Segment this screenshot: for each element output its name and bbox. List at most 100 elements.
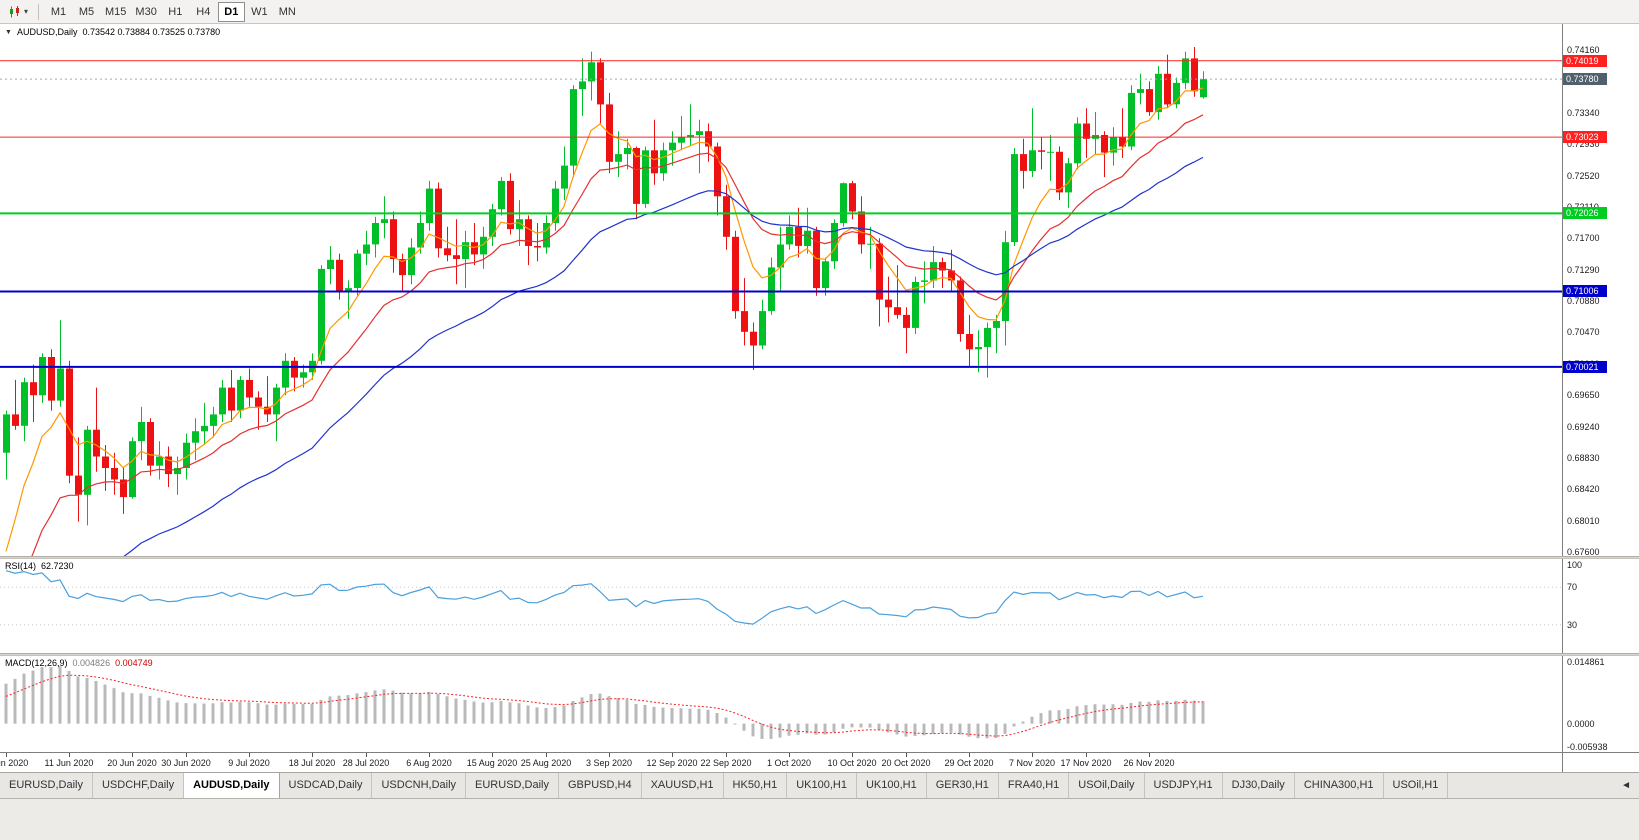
chart-tab-usoil-h1[interactable]: USOil,H1 [1383,773,1449,798]
main-chart-plot[interactable]: ▼ AUDUSD,Daily 0.73542 0.73884 0.73525 0… [0,24,1562,556]
time-axis-label: 2 Jun 2020 [0,758,29,768]
chart-tab-audusd-daily[interactable]: AUDUSD,Daily [184,773,280,798]
time-axis-label: 10 Oct 2020 [827,758,877,768]
rsi-pane: RSI(14) 62.7230 100 70 30 [0,559,1639,653]
time-axis-label: 30 Jun 2020 [161,758,211,768]
hline-price-badge: 0.70021 [1563,360,1607,373]
time-axis-label: 25 Aug 2020 [520,758,572,768]
time-axis-tick [1086,753,1087,757]
time-axis-label: 29 Oct 2020 [944,758,994,768]
time-axis-label: 26 Nov 2020 [1123,758,1175,768]
time-axis-tick [1032,753,1033,757]
time-axis-label: 18 Jul 2020 [288,758,336,768]
axis-tick-label: 0.69240 [1567,421,1600,432]
timeframe-button-m5[interactable]: M5 [78,5,95,18]
chart-tab-eurusd-daily[interactable]: EURUSD,Daily [466,773,559,798]
timeframe-button-mn[interactable]: MN [278,5,296,18]
axis-tick-label: 0.73340 [1567,107,1600,118]
time-axis-label: 22 Sep 2020 [700,758,752,768]
timeframe-button-w1[interactable]: W1 [251,5,268,18]
chart-type-button[interactable]: ▾ [4,3,32,21]
chart-tab-china300-h1[interactable]: CHINA300,H1 [1294,773,1384,798]
time-axis-tick [69,753,70,757]
chart-tab-usdchf-daily[interactable]: USDCHF,Daily [92,773,185,798]
collapse-icon: ▼ [5,28,12,36]
chart-tab-xauusd-h1[interactable]: XAUUSD,H1 [641,773,724,798]
chart-tab-hk50-h1[interactable]: HK50,H1 [723,773,788,798]
macd-signal-value-label: 0.004749 [115,658,153,668]
toolbar: ▾ M1 M5 M15 M30 H1 H4 D1 W1 MN [0,0,1639,24]
time-axis[interactable]: 2 Jun 2020 11 Jun 2020 20 Jun 2020 30 Jun 2… [0,752,1639,772]
time-axis-label: 12 Sep 2020 [646,758,698,768]
rsi-plot[interactable]: RSI(14) 62.7230 [0,559,1562,653]
chart-tab-dj30-daily[interactable]: DJ30,Daily [1222,773,1295,798]
timeframe-button-h1[interactable]: H1 [168,5,183,18]
main-chart-pane: ▼ AUDUSD,Daily 0.73542 0.73884 0.73525 0… [0,24,1639,556]
time-axis-tick [6,753,7,757]
current-price-badge: 0.73780 [1563,73,1607,86]
chart-title: ▼ AUDUSD,Daily 0.73542 0.73884 0.73525 0… [5,27,220,37]
axis-tick-label: 0.70880 [1567,296,1600,307]
time-axis-tick [609,753,610,757]
status-bar [0,798,1639,840]
time-axis-label: 20 Jun 2020 [107,758,157,768]
hline-price-badge: 0.72026 [1563,207,1607,220]
axis-tick-label: 0.68420 [1567,484,1600,495]
axis-tick-label: 100 [1567,560,1583,570]
time-axis-tick [546,753,547,757]
timeframe-button-m30[interactable]: M30 [135,5,157,18]
time-axis-label: 6 Aug 2020 [406,758,452,768]
chart-tab-usdjpy-h1[interactable]: USDJPY,H1 [1144,773,1223,798]
time-axis-tick [789,753,790,757]
macd-axis[interactable]: 0.014861 0.0000 -0.005938 [1562,656,1639,752]
axis-tick-label: -0.005938 [1567,742,1608,752]
tabs-scroll-left-button[interactable]: ◄ [1621,780,1631,791]
timeframe-button-m15[interactable]: M15 [105,5,127,18]
rsi-axis[interactable]: 100 70 30 [1562,559,1639,653]
chart-tab-usdcad-daily[interactable]: USDCAD,Daily [279,773,373,798]
timeframe-button-m1[interactable]: M1 [50,5,67,18]
time-axis-tick [1149,753,1150,757]
axis-tick-label: 0.0000 [1567,718,1595,729]
time-axis-label: 11 Jun 2020 [44,758,94,768]
chart-symbol-label: AUDUSD,Daily [16,27,78,37]
time-axis-tick [672,753,673,757]
macd-plot[interactable]: MACD(12,26,9) 0.004826 0.004749 [0,656,1562,752]
time-axis-tick [366,753,367,757]
chart-tab-gbpusd-h4[interactable]: GBPUSD,H4 [559,773,642,798]
chart-tab-usdcnh-daily[interactable]: USDCNH,Daily [372,773,467,798]
axis-tick-label: 0.71700 [1567,233,1600,244]
hline-price-badge: 0.74019 [1563,54,1607,67]
chart-tab-ger30-h1[interactable]: GER30,H1 [926,773,999,798]
timeframe-button-d1[interactable]: D1 [217,1,245,22]
pane-resize-handle[interactable] [0,653,1639,656]
hline-price-badge: 0.71006 [1563,285,1607,298]
price-axis[interactable]: 0.74019 0.73023 0.72026 0.71006 0.70021 0.741… [1562,24,1639,556]
macd-label: MACD(12,26,9) 0.004826 0.004749 [5,658,153,668]
time-axis-tick [186,753,187,757]
chart-tab-fra40-h1[interactable]: FRA40,H1 [998,773,1070,798]
rsi-label: RSI(14) 62.7230 [5,561,74,571]
chart-tab-uk100-h1[interactable]: UK100,H1 [787,773,857,798]
axis-tick-label: 0.68010 [1567,515,1600,526]
hline-price-badge: 0.73023 [1563,131,1607,144]
macd-name-label: MACD(12,26,9) [5,658,68,668]
axis-tick-label: 0.69650 [1567,390,1600,401]
pane-resize-handle[interactable] [0,556,1639,559]
time-axis-tick [312,753,313,757]
time-axis-tick [429,753,430,757]
chart-tab-eurusd-daily[interactable]: EURUSD,Daily [0,773,93,798]
chart-ohlc-label: 0.73542 0.73884 0.73525 0.73780 [82,27,221,37]
axis-tick-label: 0.71290 [1567,264,1600,275]
axis-tick-label: 0.68830 [1567,453,1600,464]
chart-tab-uk100-h1[interactable]: UK100,H1 [856,773,927,798]
time-axis-label: 17 Nov 2020 [1060,758,1112,768]
chart-tabs-bar: EURUSD,Daily USDCHF,Daily AUDUSD,Daily USDC… [0,772,1639,798]
time-axis-tick [249,753,250,757]
chart-tab-usoil-daily[interactable]: USOil,Daily [1069,773,1145,798]
axis-tick-label: 0.70470 [1567,327,1600,338]
rsi-value-label: 62.7230 [41,561,74,571]
macd-pane: MACD(12,26,9) 0.004826 0.004749 0.014861… [0,656,1639,752]
timeframe-button-h4[interactable]: H4 [196,5,211,18]
axis-tick-label: 0.67600 [1567,547,1600,556]
